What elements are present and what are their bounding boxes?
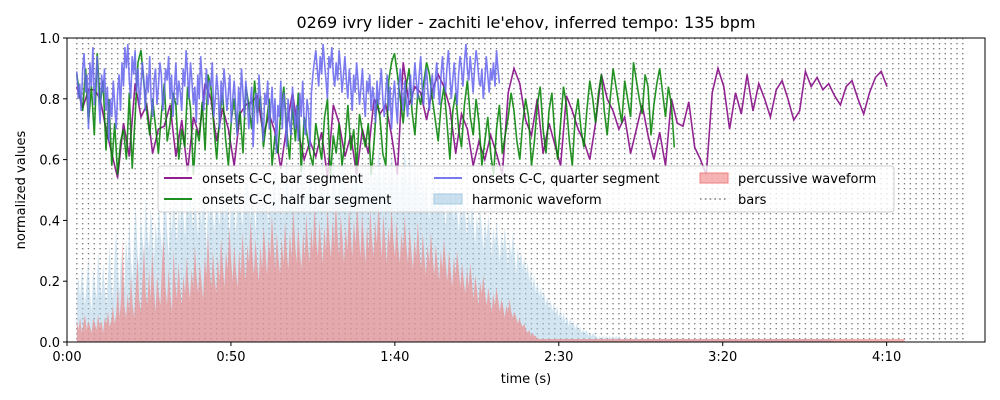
y-tick-label: 0.2	[39, 275, 60, 290]
y-tick-label: 0.4	[39, 214, 60, 229]
x-tick-label: 1:40	[380, 350, 409, 365]
chart-title: 0269 ivry lider - zachiti le'ehov, infer…	[296, 13, 755, 32]
series-percussive-waveform	[76, 196, 905, 342]
x-tick-label: 3:20	[708, 350, 737, 365]
y-tick-label: 0.6	[39, 154, 60, 169]
onset-lines	[76, 44, 888, 178]
legend-label: bars	[738, 193, 767, 208]
x-tick-label: 0:50	[216, 350, 245, 365]
x-axis-ticks: 0:00 0:50 1:40 2:30 3:20 4:10	[52, 342, 901, 365]
x-axis-label: time (s)	[501, 372, 551, 387]
legend-swatch	[433, 193, 463, 205]
legend: onsets C-C, bar segment onsets C-C, quart…	[157, 165, 895, 213]
y-tick-label: 1.0	[39, 32, 60, 47]
y-axis-ticks: 0.0 0.2 0.4 0.6 0.8 1.0	[39, 32, 67, 351]
y-tick-label: 0.0	[39, 336, 60, 351]
legend-label: onsets C-C, bar segment	[202, 172, 363, 187]
legend-label: percussive waveform	[738, 172, 876, 187]
y-tick-label: 0.8	[39, 93, 60, 108]
x-tick-label: 0:00	[52, 350, 81, 365]
x-tick-label: 2:30	[544, 350, 573, 365]
legend-label: harmonic waveform	[472, 193, 602, 208]
legend-swatch	[699, 172, 729, 184]
legend-label: onsets C-C, quarter segment	[472, 172, 659, 187]
series-onsets-c-c-quarter-segment	[76, 44, 501, 154]
x-tick-label: 4:10	[872, 350, 901, 365]
plot-frame	[66, 37, 986, 343]
legend-label: onsets C-C, half bar segment	[202, 193, 391, 208]
y-axis-label: normalized values	[14, 130, 29, 249]
